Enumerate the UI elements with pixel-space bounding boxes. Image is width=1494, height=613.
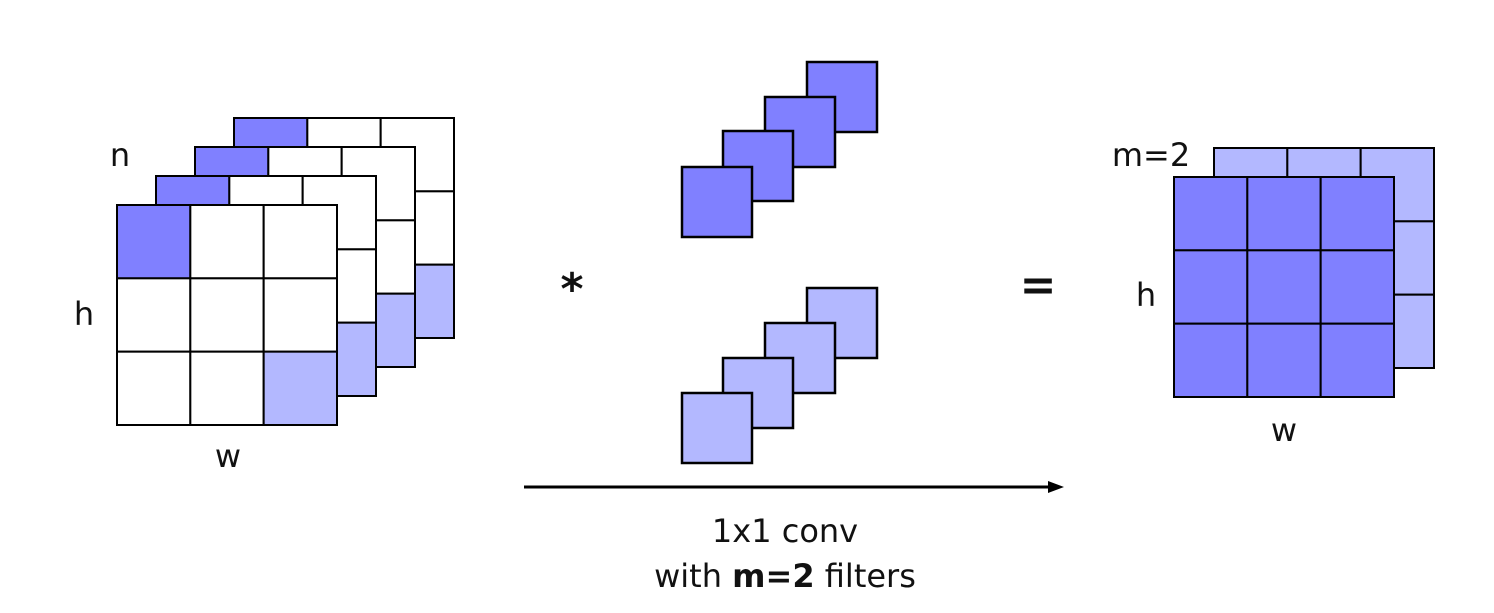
grid-cell [1246,176,1322,252]
grid-cell [1173,176,1249,252]
caption-line1: 1x1 conv [712,512,858,550]
filter [680,391,754,465]
input-h-label: h [74,295,94,333]
grid-cell [1319,322,1395,398]
grid-cell [189,204,265,280]
grid-cell [1319,176,1395,252]
grid-cell [189,350,265,426]
output-w-label: w [1271,411,1297,449]
caption-line2: with m=2 filters [654,557,916,595]
filter [680,165,754,239]
caption-prefix: with [654,557,722,595]
grid-cell [116,277,192,353]
output-m-label: m=2 [1112,136,1190,174]
input-n-label: n [110,136,130,174]
grid-cell [116,204,192,280]
grid-cell [1319,249,1395,325]
grid-cell [1246,249,1322,325]
input-w-label: w [215,437,241,475]
grid-cell [262,204,338,280]
grid-cell [262,277,338,353]
grid-cell [262,350,338,426]
caption-emphasis: m=2 [732,557,814,595]
operator: * [560,264,583,315]
grid-cell [1173,322,1249,398]
grid-cell [1173,249,1249,325]
shapes [116,60,1435,465]
grid-cell [189,277,265,353]
equals: = [1020,260,1057,311]
caption-suffix: filters [825,557,916,595]
arrow-head [1048,481,1064,493]
output-h-label: h [1136,276,1156,314]
grid-cell [116,350,192,426]
grid-cell [1246,322,1322,398]
